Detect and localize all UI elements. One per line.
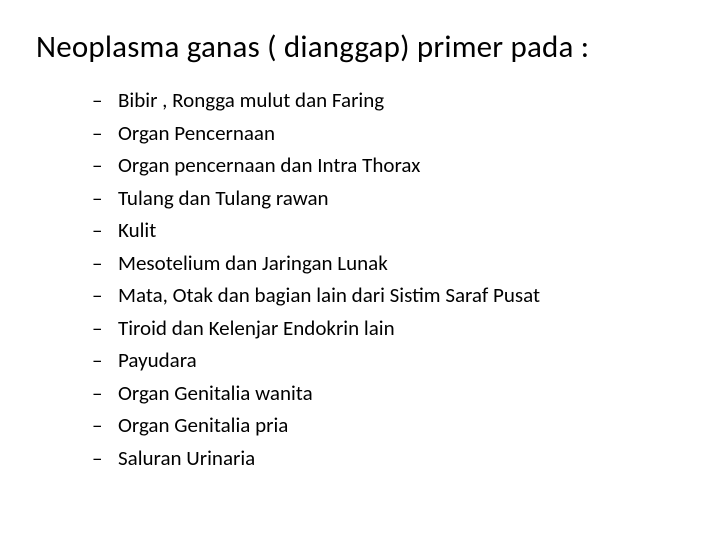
bullet-dash-icon: – [92,409,118,442]
list-item: – Kulit [92,214,684,247]
bullet-list: – Bibir , Rongga mulut dan Faring – Orga… [36,84,684,475]
list-item: – Payudara [92,344,684,377]
bullet-dash-icon: – [92,182,118,215]
list-item: – Organ Genitalia pria [92,409,684,442]
list-item-label: Kulit [118,214,684,247]
list-item: – Bibir , Rongga mulut dan Faring [92,84,684,117]
list-item-label: Payudara [118,344,684,377]
list-item-label: Organ Genitalia wanita [118,377,684,410]
list-item: – Mesotelium dan Jaringan Lunak [92,247,684,280]
list-item: – Saluran Urinaria [92,442,684,475]
list-item: – Tulang dan Tulang rawan [92,182,684,215]
list-item-label: Tiroid dan Kelenjar Endokrin lain [118,312,684,345]
list-item-label: Organ Genitalia pria [118,409,684,442]
list-item-label: Organ Pencernaan [118,117,684,150]
bullet-dash-icon: – [92,442,118,475]
list-item-label: Bibir , Rongga mulut dan Faring [118,84,684,117]
bullet-dash-icon: – [92,214,118,247]
bullet-dash-icon: – [92,84,118,117]
bullet-dash-icon: – [92,149,118,182]
bullet-dash-icon: – [92,117,118,150]
list-item: – Organ Pencernaan [92,117,684,150]
bullet-dash-icon: – [92,312,118,345]
list-item-label: Mata, Otak dan bagian lain dari Sistim S… [118,279,684,312]
list-item-label: Organ pencernaan dan Intra Thorax [118,149,684,182]
list-item-label: Tulang dan Tulang rawan [118,182,684,215]
bullet-dash-icon: – [92,377,118,410]
bullet-dash-icon: – [92,279,118,312]
list-item: – Organ pencernaan dan Intra Thorax [92,149,684,182]
bullet-dash-icon: – [92,344,118,377]
list-item: – Mata, Otak dan bagian lain dari Sistim… [92,279,684,312]
list-item: – Tiroid dan Kelenjar Endokrin lain [92,312,684,345]
list-item-label: Mesotelium dan Jaringan Lunak [118,247,684,280]
bullet-dash-icon: – [92,247,118,280]
page-title: Neoplasma ganas ( dianggap) primer pada … [36,28,684,66]
list-item-label: Saluran Urinaria [118,442,684,475]
list-item: – Organ Genitalia wanita [92,377,684,410]
